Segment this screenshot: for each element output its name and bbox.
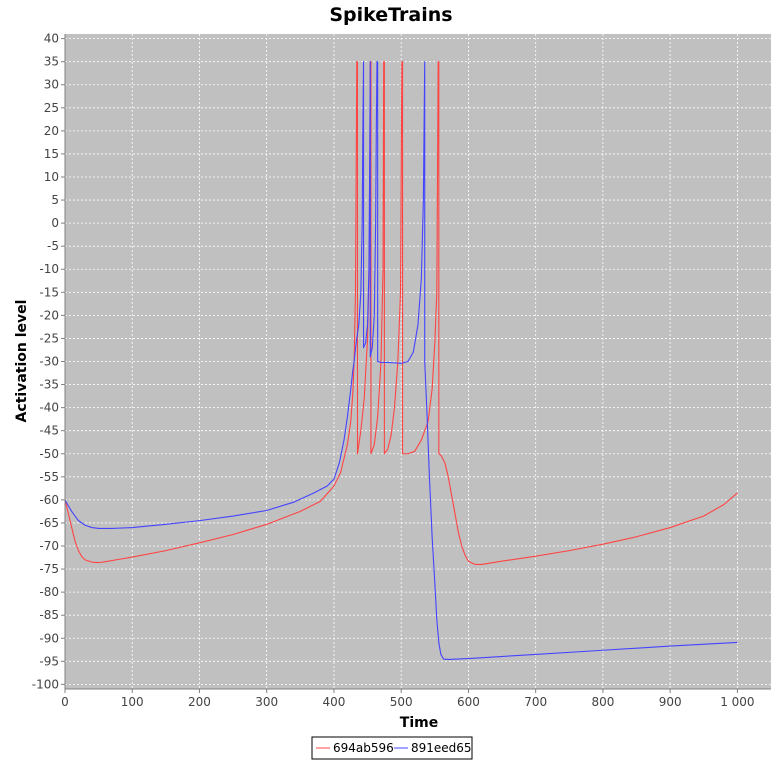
- x-tick-label: 0: [61, 695, 69, 709]
- x-tick-label: 600: [457, 695, 480, 709]
- y-tick-label: 15: [44, 147, 59, 161]
- series-line-2: [64, 61, 738, 661]
- y-tick-label: 30: [44, 78, 59, 92]
- y-tick-label: -20: [39, 308, 59, 322]
- y-tick-label: -75: [39, 562, 59, 576]
- y-tick-label: -40: [39, 401, 59, 415]
- y-tick-label: -55: [39, 470, 59, 484]
- legend-label-series-2: 891eed65: [411, 741, 472, 755]
- y-tick-label: 0: [51, 216, 59, 230]
- x-tick-label: 500: [390, 695, 413, 709]
- y-tick-label: -10: [39, 262, 59, 276]
- y-tick-label: 10: [44, 170, 59, 184]
- y-tick-label: -85: [39, 608, 59, 622]
- y-tick-label: -90: [39, 631, 59, 645]
- y-tick-label: -100: [32, 677, 59, 691]
- y-tick-label: -25: [39, 331, 59, 345]
- y-tick-label: -35: [39, 378, 59, 392]
- y-tick-label: -45: [39, 424, 59, 438]
- legend-label-series-1: 694ab596: [333, 741, 394, 755]
- x-tick-label: 300: [255, 695, 278, 709]
- x-tick-label: 900: [659, 695, 682, 709]
- y-tick-label: 40: [44, 32, 59, 46]
- y-tick-label: 5: [51, 193, 59, 207]
- y-tick-label: 25: [44, 101, 59, 115]
- y-axis-title: Activation level: [14, 300, 30, 423]
- y-tick-label: -15: [39, 285, 59, 299]
- y-tick-label: 20: [44, 124, 59, 138]
- y-tick-label: 35: [44, 55, 59, 69]
- y-tick-label: -70: [39, 539, 59, 553]
- y-tick-label: -5: [47, 239, 59, 253]
- x-tick-label: 200: [188, 695, 211, 709]
- legend-box: [311, 736, 473, 760]
- grid-lines: [64, 34, 771, 689]
- x-tick-label: 400: [322, 695, 345, 709]
- series-layer: [64, 61, 738, 661]
- series-line-1: [64, 61, 738, 566]
- y-tick-label: -50: [39, 447, 59, 461]
- y-tick-label: -95: [39, 654, 59, 668]
- chart-title: SpikeTrains: [329, 4, 452, 26]
- y-tick-label: -60: [39, 493, 59, 507]
- x-axis-title: Time: [400, 715, 438, 731]
- x-tick-label: 1 000: [720, 695, 754, 709]
- y-tick-label: -30: [39, 355, 59, 369]
- axes: 0 100 200 300 400 500 600 700 800 900 1 0004035302…: [32, 32, 771, 709]
- x-tick-label: 100: [121, 695, 144, 709]
- y-tick-label: -80: [39, 585, 59, 599]
- x-tick-label: 800: [591, 695, 614, 709]
- x-tick-label: 700: [524, 695, 547, 709]
- y-tick-label: -65: [39, 516, 59, 530]
- legend: 694ab596 891eed65: [311, 736, 473, 760]
